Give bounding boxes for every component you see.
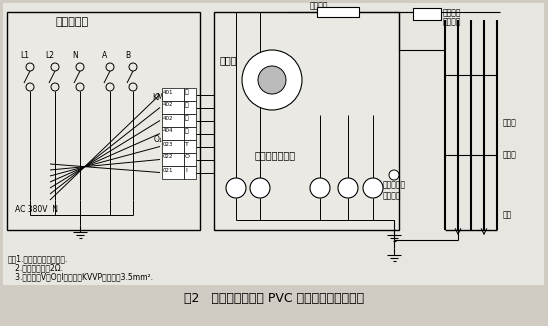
Text: I: I <box>185 168 187 172</box>
Text: 氧: 氧 <box>185 128 189 134</box>
Text: A: A <box>102 51 107 60</box>
Bar <box>162 88 184 101</box>
Text: 直流高压发生器: 直流高压发生器 <box>255 150 296 160</box>
Text: AC 380V  N: AC 380V N <box>15 205 58 214</box>
Bar <box>162 153 184 166</box>
Text: 402: 402 <box>163 115 174 121</box>
Text: 阳极管: 阳极管 <box>503 118 517 127</box>
Text: B: B <box>257 184 263 192</box>
Bar <box>7 12 200 230</box>
Text: 阴极线: 阴极线 <box>503 150 517 159</box>
Text: B: B <box>125 51 130 60</box>
Circle shape <box>363 178 383 198</box>
Text: 图2   新型六角蜂窝式 PVC 电除雾器的工作原理: 图2 新型六角蜂窝式 PVC 电除雾器的工作原理 <box>184 292 364 305</box>
Text: 2.接地电阻小于2Ω.: 2.接地电阻小于2Ω. <box>8 263 63 272</box>
Text: L1: L1 <box>20 51 30 60</box>
Text: 023: 023 <box>163 141 174 146</box>
Text: 接地螺丝: 接地螺丝 <box>383 191 402 200</box>
Text: I: I <box>347 184 349 192</box>
Bar <box>184 114 196 127</box>
Text: 铅桶: 铅桶 <box>503 210 512 219</box>
Bar <box>184 140 196 153</box>
Bar <box>162 127 184 140</box>
Circle shape <box>338 178 358 198</box>
Text: 动: 动 <box>185 115 189 121</box>
Text: 401: 401 <box>163 90 174 95</box>
Circle shape <box>258 66 286 94</box>
Bar <box>162 101 184 114</box>
Text: N: N <box>72 51 78 60</box>
Circle shape <box>389 170 399 180</box>
Circle shape <box>310 178 330 198</box>
Text: 402: 402 <box>163 102 174 108</box>
Text: 022: 022 <box>163 155 174 159</box>
Text: L2: L2 <box>45 51 54 60</box>
Text: T: T <box>185 141 189 146</box>
Text: 404: 404 <box>163 128 174 134</box>
Bar <box>184 166 196 179</box>
Text: 3.测量线（V、O、I）型号：KVVP；截面积3.5mm².: 3.测量线（V、O、I）型号：KVVP；截面积3.5mm². <box>8 272 153 281</box>
Text: O: O <box>185 155 190 159</box>
Text: A: A <box>233 184 239 192</box>
Text: KMS: KMS <box>152 93 168 102</box>
Bar <box>162 114 184 127</box>
Text: 注：1.除雾器用户可接氧泵.: 注：1.除雾器用户可接氧泵. <box>8 254 68 263</box>
Bar <box>184 88 196 101</box>
Text: O₁: O₁ <box>154 135 163 144</box>
Text: 阻尼电阻: 阻尼电阻 <box>310 1 328 10</box>
Circle shape <box>250 178 270 198</box>
Bar <box>184 127 196 140</box>
Text: 021: 021 <box>163 168 174 172</box>
Bar <box>3 3 544 285</box>
Text: 门: 门 <box>185 90 189 95</box>
Circle shape <box>226 178 246 198</box>
Bar <box>413 8 441 20</box>
Text: O: O <box>370 184 376 192</box>
Circle shape <box>242 50 302 110</box>
Text: 恒流控制柜: 恒流控制柜 <box>55 17 88 27</box>
Bar <box>214 12 399 230</box>
Text: 绝缘瓷瓶: 绝缘瓷瓶 <box>443 8 461 17</box>
Text: 瓷套管: 瓷套管 <box>220 55 238 65</box>
Text: 自: 自 <box>185 102 189 108</box>
Bar <box>184 101 196 114</box>
Text: 工作平台: 工作平台 <box>443 17 461 26</box>
Bar <box>162 140 184 153</box>
Bar <box>184 153 196 166</box>
Text: V: V <box>317 184 323 192</box>
Text: 高压发生器: 高压发生器 <box>383 180 406 189</box>
Bar <box>317 7 359 17</box>
Bar <box>162 166 184 179</box>
